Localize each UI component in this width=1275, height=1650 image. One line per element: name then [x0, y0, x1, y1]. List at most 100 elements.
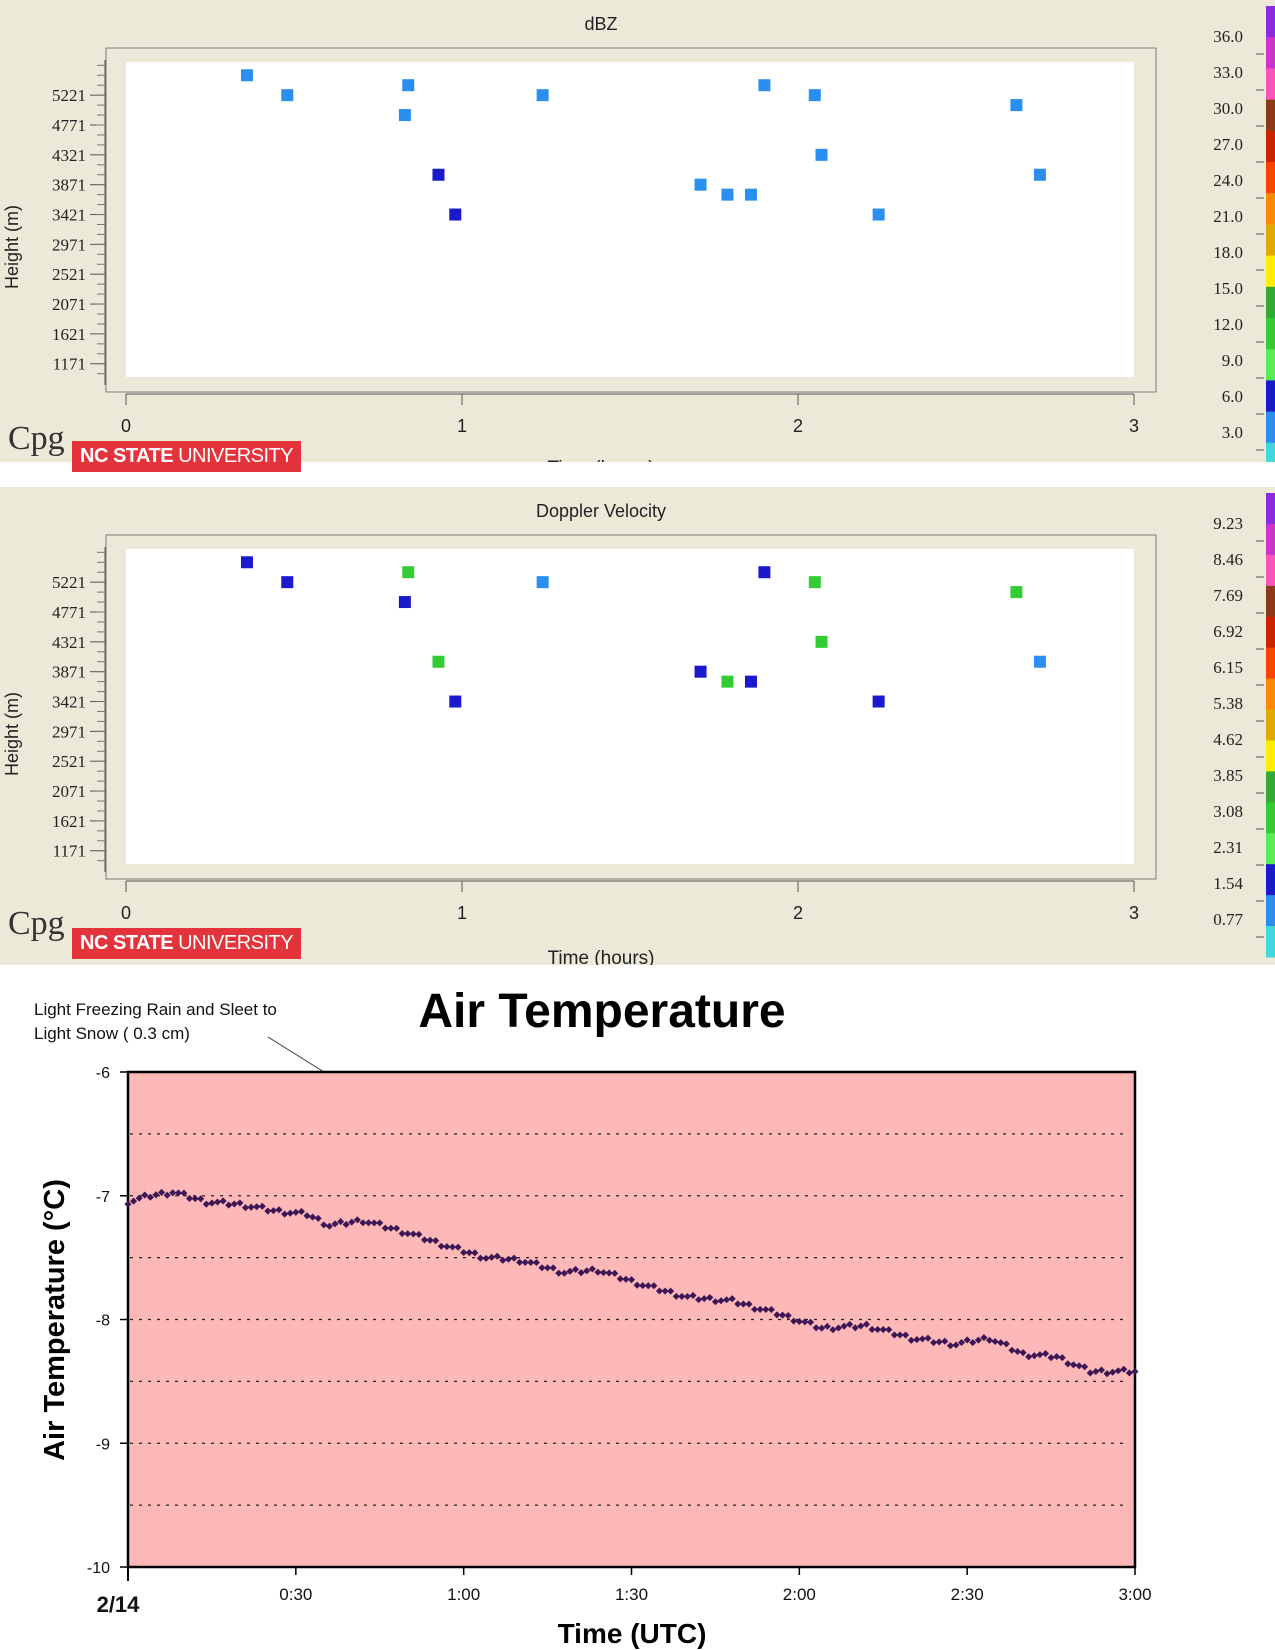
x-tick-label: 2:30 [951, 1585, 984, 1604]
data-point [678, 1292, 686, 1300]
colorbar-segment [1266, 864, 1275, 896]
colorbar-label: 8.46 [1213, 550, 1243, 569]
colorbar-segment [1266, 162, 1275, 194]
colorbar-segment [1266, 286, 1275, 319]
data-point [1008, 1346, 1016, 1354]
x-tick-label: 2 [793, 903, 803, 923]
air-temperature-chart: Air Temperature Light Freezing Rain and S… [34, 985, 1152, 1649]
y-tick-label: -10 [87, 1560, 110, 1577]
data-point [874, 1325, 882, 1334]
ncsu-logo-bold: NC STATE [80, 932, 174, 954]
data-point [331, 1220, 339, 1228]
colorbar-segment [1266, 678, 1275, 711]
x-tick-label: 0:30 [279, 1585, 312, 1604]
colorbar-label: 18.0 [1213, 243, 1243, 262]
air-temperature-panel: Air Temperature Light Freezing Rain and S… [0, 965, 1275, 1650]
data-point [320, 1221, 328, 1229]
data-point [432, 168, 445, 181]
y-tick-label: -9 [96, 1436, 110, 1453]
data-point [918, 1335, 926, 1343]
data-point [650, 1282, 658, 1290]
colorbar-segment [1266, 771, 1275, 803]
x-tick-label: 1:00 [447, 1585, 480, 1604]
y-tick-label: 4321 [52, 146, 86, 165]
data-point [744, 675, 757, 688]
data-point [616, 1275, 624, 1283]
colorbar-label: 5.38 [1213, 694, 1243, 713]
data-point [409, 1230, 417, 1238]
data-point [834, 1324, 843, 1332]
data-point [420, 1236, 429, 1244]
colorbar-label: 36.0 [1213, 27, 1243, 46]
colorbar-segment [1266, 740, 1275, 772]
y-tick-label: 2971 [52, 235, 86, 254]
y-tick-label: 5221 [52, 573, 86, 592]
x-axis-label: Time (hours) [548, 948, 655, 965]
y-axis-label: Air Temperature (°C) [39, 1179, 71, 1461]
data-point [594, 1268, 602, 1276]
plot-area [126, 62, 1134, 377]
chart-title: Doppler Velocity [536, 501, 666, 521]
data-point [952, 1341, 960, 1349]
data-point [281, 1210, 289, 1218]
data-point [815, 635, 828, 648]
data-point [398, 596, 411, 609]
colorbar-segment [1266, 68, 1275, 101]
y-axis-label: Height (m) [2, 692, 22, 776]
y-tick-label: 1171 [53, 842, 86, 861]
data-point [482, 1254, 490, 1262]
colorbar-label: 12.0 [1213, 315, 1243, 334]
colorbar-segment [1266, 224, 1275, 257]
colorbar-segment [1266, 99, 1275, 132]
data-point [426, 1236, 434, 1244]
data-point [721, 675, 734, 688]
data-point [465, 1249, 473, 1257]
y-tick-label: 4321 [52, 633, 86, 652]
chart-title: Air Temperature [418, 985, 785, 1038]
data-point [963, 1336, 971, 1344]
data-point [695, 1296, 703, 1304]
cpg-logo-text: Cpg [8, 420, 65, 457]
data-point [1033, 168, 1046, 181]
colorbar-segment [1266, 411, 1275, 444]
y-tick-label: 1621 [52, 812, 86, 831]
data-point [1010, 99, 1023, 112]
data-point [402, 566, 415, 579]
y-tick-label: -7 [96, 1189, 110, 1206]
colorbar-segment [1266, 37, 1275, 69]
y-axis-label: Height (m) [2, 205, 22, 289]
data-point [370, 1219, 378, 1227]
data-point [924, 1334, 932, 1342]
data-point [130, 1197, 138, 1205]
data-point [398, 109, 411, 122]
data-point [661, 1287, 669, 1295]
data-point [958, 1338, 966, 1347]
colorbar-label: 9.23 [1213, 514, 1243, 533]
y-tick-label: 4771 [52, 603, 86, 622]
data-point [566, 1267, 574, 1275]
data-point [706, 1294, 714, 1302]
y-tick-label: 5221 [52, 86, 86, 105]
data-point [728, 1295, 736, 1303]
colorbar-segment [1266, 895, 1275, 927]
y-tick-label: 3871 [52, 176, 86, 195]
data-point [683, 1292, 691, 1301]
data-point [744, 188, 757, 201]
colorbar-label: 3.0 [1222, 423, 1243, 442]
data-point [872, 208, 885, 221]
colorbar-label: 0.77 [1213, 910, 1243, 929]
data-point [795, 1317, 803, 1326]
y-tick-label: -6 [96, 1065, 110, 1082]
colorbar-label: 27.0 [1213, 135, 1243, 154]
data-point [633, 1281, 641, 1289]
plot-area [128, 1072, 1135, 1567]
data-point [258, 1202, 266, 1210]
y-tick-label: -8 [96, 1313, 110, 1330]
colorbar-segment [1266, 647, 1275, 680]
data-point [846, 1320, 854, 1328]
data-point [158, 1188, 166, 1196]
colorbar-segment [1266, 318, 1275, 350]
data-point [577, 1269, 585, 1277]
